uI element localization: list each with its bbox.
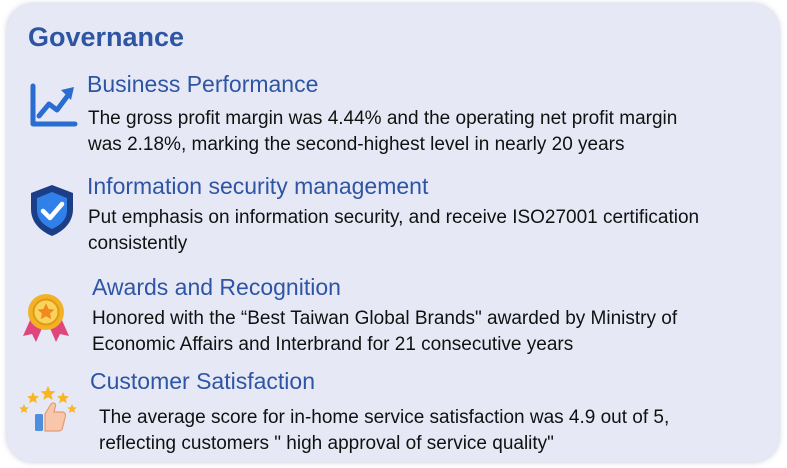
item-text-line: The gross profit margin was 4.44% and th…	[88, 108, 678, 129]
shield-check-icon	[31, 185, 73, 236]
card-title: Governance	[28, 22, 185, 52]
item-heading: Information security management	[87, 173, 429, 199]
stars-thumbs-up-icon	[19, 386, 77, 432]
governance-card: Governance Business Performance The gros…	[7, 4, 779, 462]
item-text-line: Economic Affairs and Interbrand for 21 c…	[92, 334, 574, 355]
chart-up-icon	[30, 83, 78, 127]
item-heading: Customer Satisfaction	[90, 368, 315, 394]
item-text-line: Honored with the “Best Taiwan Global Bra…	[92, 308, 678, 329]
item-text-line: consistently	[88, 233, 188, 254]
item-text-line: was 2.18%, marking the second-highest le…	[88, 134, 625, 155]
item-heading: Awards and Recognition	[92, 274, 341, 300]
item-text-line: reflecting customers " high approval of …	[99, 433, 554, 454]
item-text-line: Put emphasis on information security, an…	[88, 207, 700, 228]
award-medal-icon	[23, 294, 69, 342]
item-text-line: The average score for in-home service sa…	[99, 407, 670, 428]
item-heading: Business Performance	[87, 71, 319, 97]
